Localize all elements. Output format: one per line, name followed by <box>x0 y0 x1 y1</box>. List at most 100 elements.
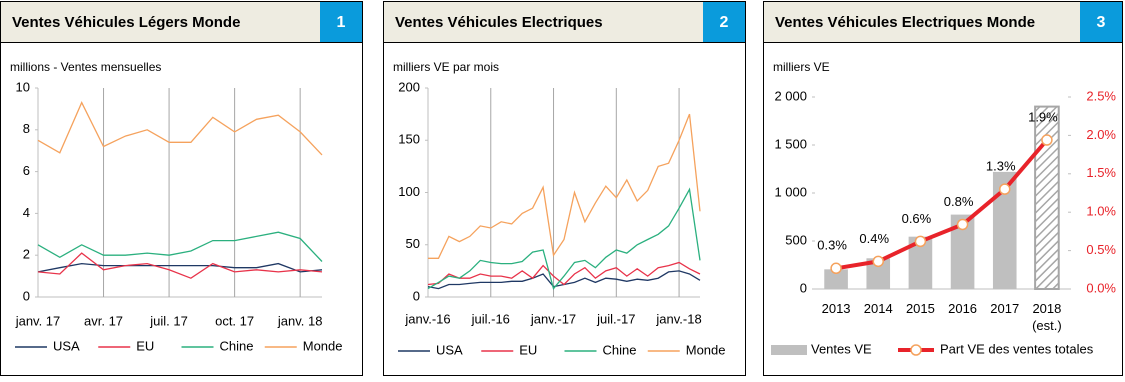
y-tick-label: 0 <box>23 288 30 303</box>
series-line <box>428 113 701 259</box>
y-tick-label: 6 <box>23 163 30 178</box>
x-tick-slot: 2018 (est.) <box>1032 301 1062 333</box>
x-tick-label: juil.-17 <box>596 311 635 326</box>
y2-tick-label: 2.0% <box>1086 127 1116 142</box>
series-line <box>37 231 323 262</box>
series-line <box>37 101 323 156</box>
bar <box>1034 105 1060 290</box>
x-tick-label: oct. 17 <box>215 313 254 328</box>
legend-label: Part VE des ventes totales <box>940 341 1094 356</box>
y-tick-label: 50 <box>406 236 420 251</box>
point <box>914 235 927 248</box>
value-label: 0.6% <box>902 211 932 226</box>
legend-label: USA <box>53 338 80 353</box>
y-axis-label: milliers VE <box>773 60 830 74</box>
panel-number: 1 <box>337 14 346 31</box>
panel <box>763 1 1123 376</box>
point <box>1041 134 1053 146</box>
y-tick-label: 2 000 <box>774 88 807 103</box>
y-axis-label: millions - Ventes mensuelles <box>10 60 161 74</box>
y-tick-label: 10 <box>16 79 30 94</box>
y-tick-label: 500 <box>785 232 807 247</box>
y2-tick-label: 2.5% <box>1086 88 1116 103</box>
series-line <box>37 252 323 279</box>
x-tick-label: 2018 (est.) <box>1032 301 1062 333</box>
bar <box>950 214 975 289</box>
legend-label: Ventes VE <box>811 341 872 356</box>
y-tick-label: 150 <box>398 132 420 147</box>
x-tick-label: juil. 17 <box>149 313 188 328</box>
series-line <box>427 261 701 286</box>
y-tick-label: 1 000 <box>774 184 807 199</box>
y-tick-label: 100 <box>398 184 420 199</box>
bar <box>866 258 891 289</box>
panel-number: 2 <box>720 14 729 31</box>
series-line <box>37 262 323 273</box>
legend-swatch <box>771 345 807 355</box>
y2-tick-label: 1.5% <box>1086 165 1116 180</box>
point <box>999 183 1011 195</box>
panel-title: Ventes Véhicules Electriques Monde <box>775 14 1035 31</box>
panel-number: 3 <box>1097 14 1106 31</box>
x-tick-slot: 2013 <box>821 301 851 316</box>
x-tick-label: 2016 <box>948 301 978 316</box>
x-tick-label: 2015 <box>905 301 935 316</box>
legend-label: EU <box>136 338 154 353</box>
value-label: 0.3% <box>817 238 847 253</box>
x-tick-slot: 2017 <box>990 301 1020 316</box>
legend-label: Chine <box>603 342 637 357</box>
value-label: 1.3% <box>986 159 1016 174</box>
panel-badge <box>320 2 362 42</box>
legend-label: Monde <box>303 338 343 353</box>
series-line <box>427 187 701 290</box>
y2-tick-label: 0.5% <box>1086 242 1116 257</box>
bar <box>908 236 933 289</box>
x-tick-label: janv. 18 <box>277 313 323 328</box>
panel-badge <box>1080 2 1122 42</box>
point <box>956 218 969 231</box>
panel-header <box>0 1 363 43</box>
panel <box>0 1 363 376</box>
legend-point <box>910 344 922 356</box>
x-tick-label: janv. 17 <box>15 313 61 328</box>
y-axis-label: milliers VE par mois <box>393 60 499 74</box>
bar <box>824 269 848 289</box>
legend-label: EU <box>519 342 537 357</box>
panel-title: Ventes Véhicules Electriques <box>395 14 603 31</box>
panel-header <box>763 1 1123 43</box>
panel-title: Ventes Véhicules Légers Monde <box>12 14 240 31</box>
y-tick-label: 4 <box>23 205 30 220</box>
y2-tick-label: 0.0% <box>1086 280 1116 295</box>
point <box>872 255 884 268</box>
panel-header <box>383 1 746 43</box>
y-tick-label: 0 <box>800 280 807 295</box>
legend-label: Monde <box>686 342 726 357</box>
y-tick-label: 8 <box>23 121 30 136</box>
point <box>830 262 842 275</box>
y-tick-label: 200 <box>398 79 420 94</box>
x-tick-slot: 2016 <box>948 301 978 316</box>
value-label: 0.4% <box>859 231 889 246</box>
legend-label: USA <box>436 342 463 357</box>
x-tick-slot: 2014 <box>863 301 893 316</box>
x-tick-label: avr. 17 <box>84 313 123 328</box>
x-tick-label: 2017 <box>990 301 1020 316</box>
value-label: 0.8% <box>944 194 974 209</box>
x-tick-label: juil.-16 <box>471 311 510 326</box>
x-tick-label: janv.-18 <box>655 311 701 326</box>
legend-label: Chine <box>220 338 254 353</box>
y2-tick-label: 1.0% <box>1086 204 1116 219</box>
x-tick-label: janv.-16 <box>404 311 450 326</box>
y-tick-label: 0 <box>413 288 420 303</box>
x-tick-label: 2013 <box>821 301 851 316</box>
x-tick-slot: 2015 <box>905 301 935 316</box>
x-tick-label: janv.-17 <box>530 311 576 326</box>
y-tick-label: 1 500 <box>774 136 807 151</box>
panel <box>383 1 746 376</box>
series-line <box>835 138 1049 271</box>
x-tick-label: 2014 <box>863 301 893 316</box>
y-tick-label: 2 <box>23 247 30 262</box>
panel-badge <box>703 2 745 42</box>
